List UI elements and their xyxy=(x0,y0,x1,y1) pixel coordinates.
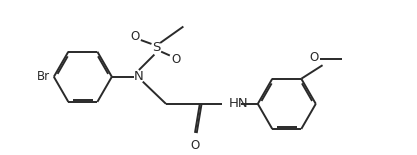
Text: O: O xyxy=(190,139,200,152)
Text: N: N xyxy=(134,70,144,83)
Text: O: O xyxy=(309,51,319,64)
Text: Br: Br xyxy=(37,70,50,83)
Text: O: O xyxy=(131,30,140,43)
Text: S: S xyxy=(152,41,161,54)
Text: O: O xyxy=(171,53,180,66)
Text: HN: HN xyxy=(229,97,249,110)
